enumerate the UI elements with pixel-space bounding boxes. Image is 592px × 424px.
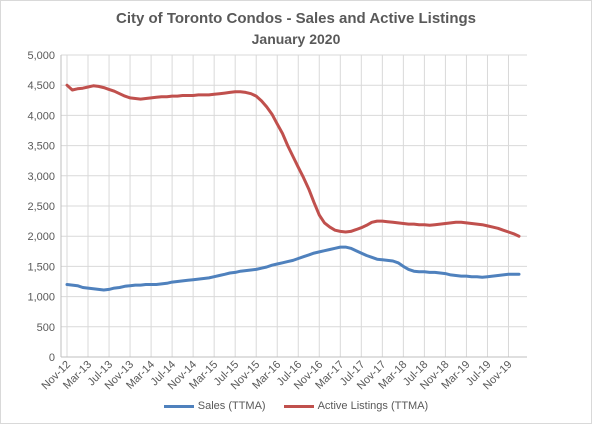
y-tick-label: 1,000 [27,292,55,304]
y-tick-label: 500 [37,322,55,334]
legend-item-listings: Active Listings (TTMA) [283,400,429,412]
legend: Sales (TTMA) Active Listings (TTMA) [0,400,592,412]
legend-label-listings: Active Listings (TTMA) [317,400,429,412]
legend-item-sales: Sales (TTMA) [163,400,266,412]
y-tick-label: 4,500 [27,80,55,92]
legend-label-sales: Sales (TTMA) [197,400,266,412]
y-tick-label: 5,000 [27,50,55,62]
legend-swatch-listings [283,404,314,408]
legend-swatch-sales [163,404,194,408]
series-line-active-listings [65,83,521,238]
chart-subtitle: January 2020 [251,31,341,47]
y-tick-label: 3,000 [27,171,55,183]
y-tick-label: 1,500 [27,261,55,273]
y-tick-label: 3,500 [27,141,55,153]
y-tick-label: 0 [49,352,55,364]
y-tick-label: 2,000 [27,231,55,243]
series-line-sales [65,245,521,292]
y-tick-label: 4,000 [27,110,55,122]
y-tick-label: 2,500 [27,201,55,213]
chart-title: City of Toronto Condos - Sales and Activ… [115,10,477,27]
